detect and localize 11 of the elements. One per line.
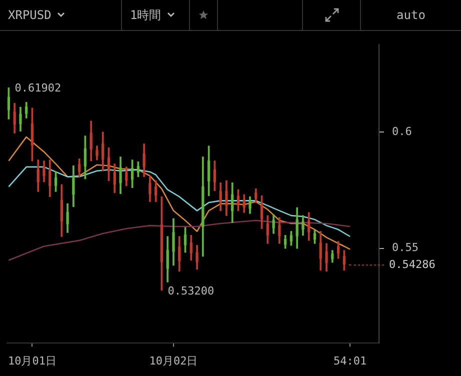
y-tick-label: 0.55 [392, 241, 418, 254]
x-tick-label: 54:01 [334, 354, 367, 368]
x-tick-label: 10月02日 [149, 354, 198, 368]
y-tick-label: 0.6 [392, 124, 412, 138]
ref-line-label: 0.54286 [389, 258, 436, 271]
text: auto [396, 8, 426, 22]
annotation: 0.53200 [168, 284, 214, 298]
chart-subtitle: 1時間 [130, 6, 162, 24]
annotation: 0.61902 [14, 82, 62, 95]
chart-title: XRPUSD [8, 8, 52, 22]
x-tick-label: 10月01日 [8, 354, 56, 368]
